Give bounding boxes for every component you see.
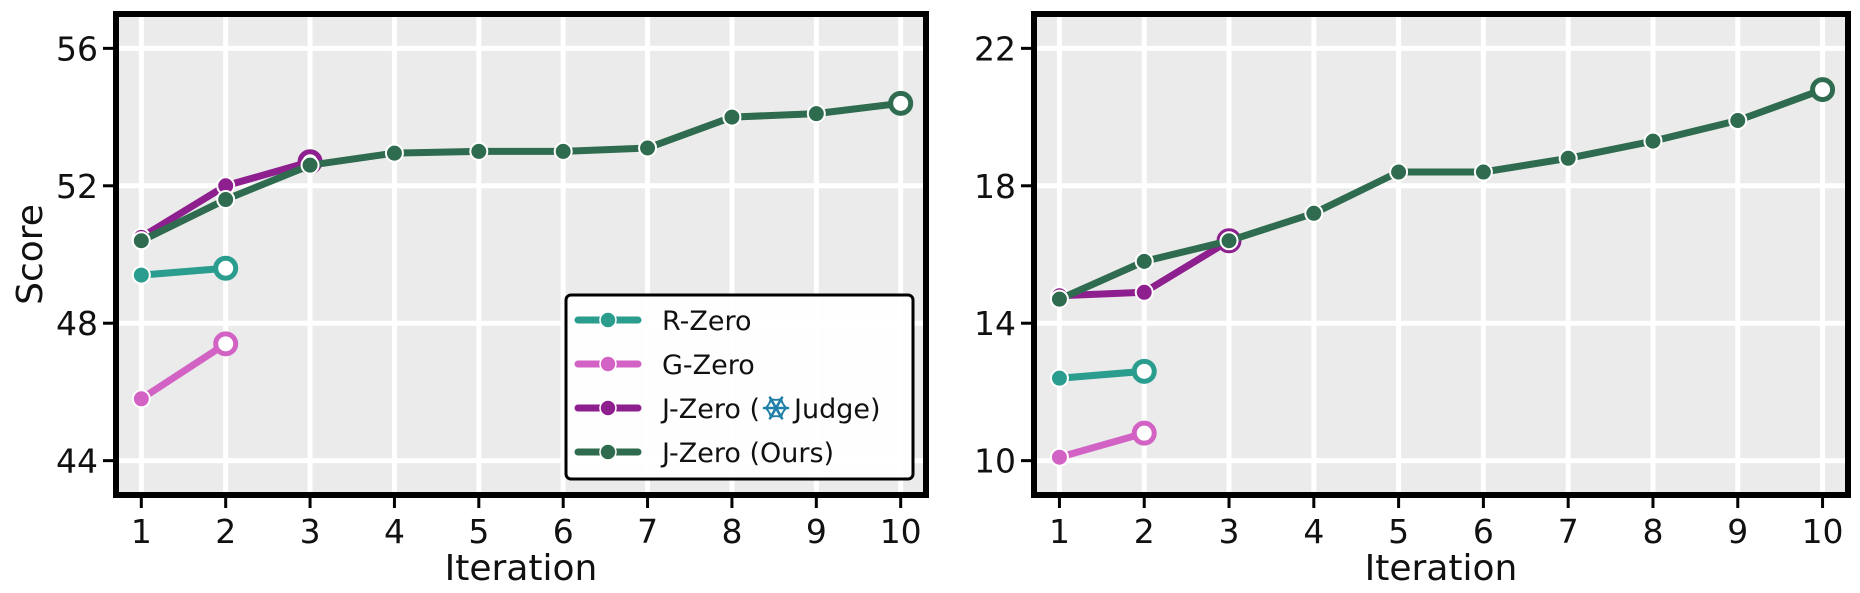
x-axis-label: Iteration (445, 548, 598, 589)
legend-label: G-Zero (662, 350, 755, 381)
data-point (1558, 148, 1578, 168)
x-tick-label: 5 (468, 512, 489, 551)
x-tick-label: 10 (1802, 512, 1844, 551)
y-axis-label: Score (10, 204, 51, 305)
x-tick-label: 3 (300, 512, 321, 551)
snowflake-branch (764, 403, 770, 413)
series-line-j-zero-ours- (1055, 86, 1827, 303)
x-tick-label: 1 (131, 512, 152, 551)
data-point-hollow (888, 90, 914, 116)
data-point (1473, 162, 1493, 182)
plot-area (1034, 14, 1848, 495)
data-point (384, 143, 404, 163)
y-tick-label: 14 (974, 304, 1016, 343)
legend-label: J-Zero ( (660, 394, 760, 425)
x-tick-label: 3 (1219, 512, 1240, 551)
data-point-hollow (1810, 77, 1836, 103)
data-point (1304, 203, 1324, 223)
data-point-hollow (1131, 358, 1157, 384)
data-point (216, 190, 236, 210)
data-point (1728, 111, 1748, 131)
x-tick-label: 9 (806, 512, 827, 551)
y-tick-label: 18 (974, 167, 1016, 206)
x-tick-label: 10 (880, 512, 922, 551)
x-tick-label: 4 (1303, 512, 1324, 551)
legend-label-suffix: Judge) (792, 394, 881, 425)
data-point (131, 231, 151, 251)
legend-marker (599, 443, 617, 461)
data-point (1643, 131, 1663, 151)
legend-label: R-Zero (662, 306, 752, 337)
data-point (553, 141, 573, 161)
data-point (1219, 231, 1239, 251)
snowflake-branch (775, 411, 784, 418)
data-point (131, 265, 151, 285)
data-point-hollow (213, 255, 239, 281)
series-line-g-zero (1055, 429, 1148, 461)
snowflake-branch (768, 398, 777, 405)
axes-frame (113, 11, 929, 498)
y-tick-label: 56 (56, 29, 98, 68)
series-line-r-zero (137, 264, 230, 279)
data-point (300, 155, 320, 175)
data-point (469, 141, 489, 161)
snowflake-branch (782, 403, 788, 413)
legend-marker (599, 311, 617, 329)
x-tick-label: 7 (637, 512, 658, 551)
x-tick-label: 2 (215, 512, 236, 551)
data-point (1389, 162, 1409, 182)
data-point (1134, 251, 1154, 271)
x-tick-label: 8 (1642, 512, 1663, 551)
x-tick-label: 1 (1049, 512, 1070, 551)
data-point (722, 107, 742, 127)
x-tick-label: 9 (1727, 512, 1748, 551)
x-axis-label: Iteration (1365, 548, 1518, 589)
data-point (131, 389, 151, 409)
snowflake-branch (768, 411, 777, 418)
legend-marker (599, 355, 617, 373)
x-tick-label: 7 (1558, 512, 1579, 551)
x-tick-label: 4 (384, 512, 405, 551)
data-point-hollow (213, 331, 239, 357)
series-line-j-zero-ours- (137, 99, 905, 245)
x-tick-label: 5 (1388, 512, 1409, 551)
legend: R-Zero G-Zero J-Zero ( Judge) J-Zero (Ours) (564, 293, 915, 481)
x-tick-label: 6 (1473, 512, 1494, 551)
y-tick-label: 10 (974, 442, 1016, 481)
axes-frame (1031, 11, 1851, 498)
y-tick-label: 52 (56, 167, 98, 206)
x-tick-label: 6 (553, 512, 574, 551)
legend-box (564, 293, 915, 481)
data-point (1049, 368, 1069, 388)
y-tick-label: 44 (56, 442, 98, 481)
data-point (806, 104, 826, 124)
x-tick-label: 2 (1134, 512, 1155, 551)
legend-label: J-Zero (Ours) (660, 438, 834, 469)
data-point (1049, 289, 1069, 309)
snowflake-icon (762, 396, 790, 420)
right-panel: 1 2 3 4 5 6 7 8 9 10 10 14 18 22 Iteration (974, 11, 1851, 589)
data-point (1134, 282, 1154, 302)
series-line-g-zero (137, 340, 230, 403)
snowflake-branch (775, 398, 784, 405)
data-point-hollow (1131, 420, 1157, 446)
snowflake-arm (768, 396, 784, 420)
y-tick-label: 48 (56, 304, 98, 343)
legend-marker (599, 399, 617, 417)
data-point (1049, 447, 1069, 467)
data-point (638, 138, 658, 158)
y-tick-label: 22 (974, 29, 1016, 68)
series-line-r-zero (1055, 367, 1148, 382)
x-tick-label: 8 (721, 512, 742, 551)
